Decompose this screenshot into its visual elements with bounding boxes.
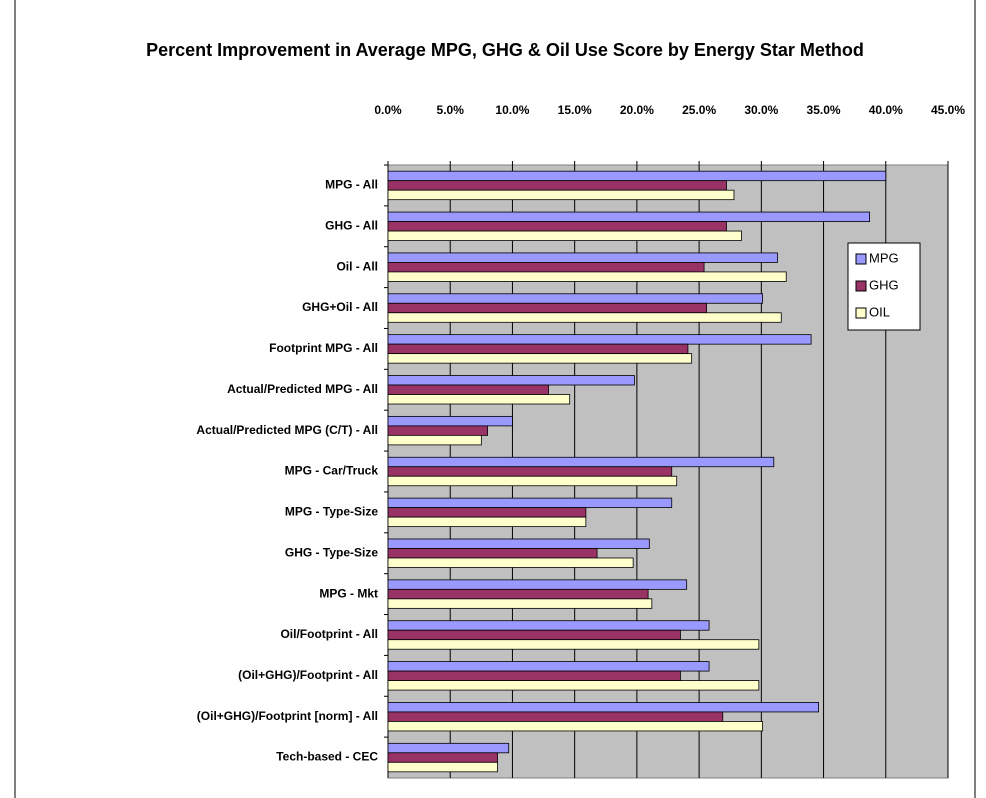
x-tick-label: 45.0% [931,103,965,117]
x-tick-label: 40.0% [869,103,903,117]
bar [387,557,634,568]
bar [387,375,635,386]
x-tick-label: 0.0% [374,103,402,117]
x-tick-label: 15.0% [558,103,592,117]
x-tick-label: 5.0% [437,103,465,117]
legend-swatch [855,307,867,319]
bar [387,752,498,763]
bar [387,639,760,650]
bar [387,343,689,355]
bar [387,230,742,241]
bar [387,394,571,405]
bar [387,466,673,477]
y-tick-label: Actual/Predicted MPG (C/T) - All [196,423,378,437]
bar [387,598,653,609]
y-tick-label: Tech-based - CEC [276,750,378,764]
bar [387,384,549,395]
bar [387,702,819,713]
bar [387,670,681,681]
bar [387,620,710,631]
bar [387,538,650,549]
bar [387,456,775,468]
bar [387,211,871,222]
y-tick-label: MPG - Type-Size [285,505,378,519]
bar [387,497,673,509]
y-tick-label: MPG - Car/Truck [285,464,379,478]
bar [387,588,649,600]
bar [387,579,688,590]
bar [387,680,760,691]
bar [387,475,678,487]
legend-swatch [855,253,867,265]
y-tick-label: (Oil+GHG)/Footprint - All [238,668,378,682]
legend-swatch [855,280,867,292]
bar [387,271,787,282]
bar [387,425,488,436]
bar [387,711,724,722]
bar [387,761,498,773]
legend-label: OIL [869,304,890,319]
bar [387,742,510,754]
x-tick-label: 10.0% [495,103,529,117]
y-tick-label: Oil - All [336,259,378,273]
y-tick-label: Oil/Footprint - All [280,627,378,641]
bar [387,334,812,345]
y-tick-label: GHG - All [325,218,378,232]
y-tick-label: Actual/Predicted MPG - All [227,382,378,396]
bar [387,293,763,304]
bar [387,221,727,232]
legend-label: GHG [869,277,899,292]
y-tick-label: MPG - All [325,178,378,192]
x-tick-label: 35.0% [807,103,841,117]
bar [387,252,778,263]
bar [387,170,887,182]
bar [387,507,587,518]
bar [387,415,513,427]
bar [387,548,598,559]
bar [387,262,705,273]
y-tick-label: (Oil+GHG)/Footprint [norm] - All [197,709,378,723]
x-tick-label: 25.0% [682,103,716,117]
y-tick-label: GHG+Oil - All [302,300,378,314]
x-tick-label: 30.0% [744,103,778,117]
bar [387,721,763,732]
y-tick-label: Footprint MPG - All [269,341,378,355]
legend-label: MPG [869,250,899,265]
bar [387,312,782,323]
bar [387,629,681,641]
y-tick-label: GHG - Type-Size [285,545,378,559]
x-tick-label: 20.0% [620,103,654,117]
bar [387,516,587,528]
bar [387,189,735,201]
bar [387,302,707,314]
chart-title: Percent Improvement in Average MPG, GHG … [146,40,864,60]
bar [387,661,710,672]
bar [387,434,482,446]
bar [387,180,727,191]
bar [387,353,693,364]
y-tick-label: MPG - Mkt [319,586,378,600]
